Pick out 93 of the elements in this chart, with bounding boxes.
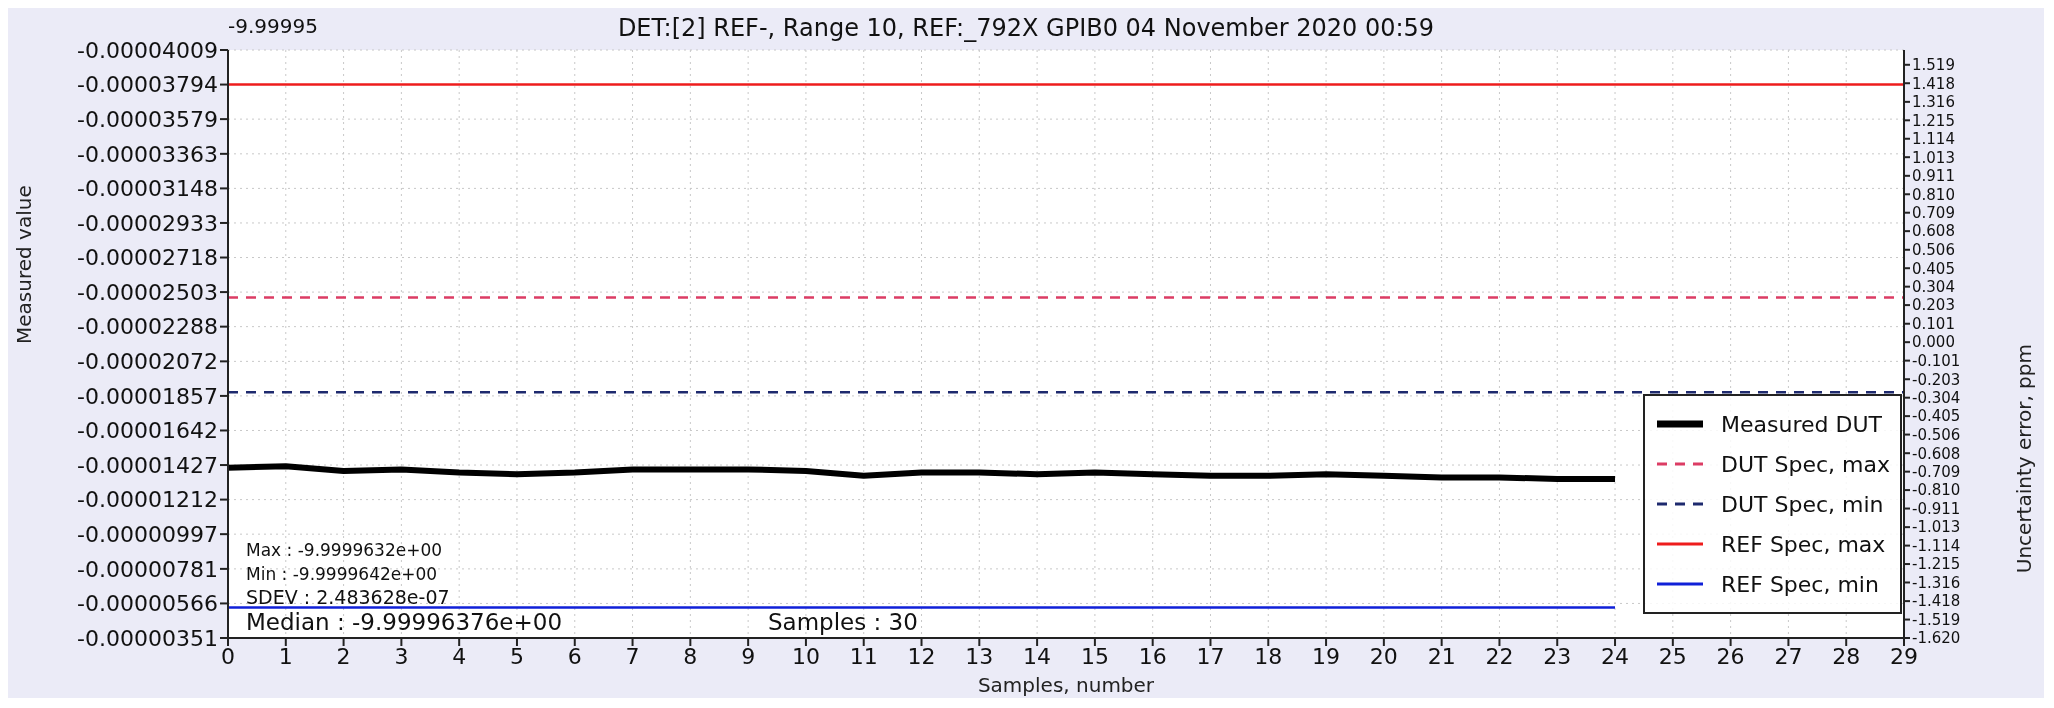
x-tick-label: 8 [683, 643, 698, 669]
y-tick-label: -0.00003148 [77, 176, 218, 202]
legend-label: DUT Spec, min [1721, 491, 1884, 517]
x-tick-label: 27 [1774, 643, 1803, 669]
y-tick-label: -0.00000566 [77, 591, 218, 617]
annotation: Min : -9.9999642e+00 [246, 564, 438, 584]
y2-tick-label: 0.405 [1912, 259, 1955, 278]
y-tick-label: -0.00002072 [77, 349, 218, 375]
x-tick-label: 15 [1080, 643, 1109, 669]
y-tick-label: -0.00001427 [77, 452, 218, 478]
x-tick-label: 24 [1601, 643, 1630, 669]
x-tick-label: 13 [965, 643, 994, 669]
x-axis-title: Samples, number [977, 673, 1155, 697]
x-tick-label: 16 [1138, 643, 1167, 669]
x-tick-label: 10 [791, 643, 820, 669]
x-tick-label: 5 [509, 643, 524, 669]
y2-tick-label: 1.114 [1912, 130, 1955, 149]
x-tick-label: 19 [1312, 643, 1341, 669]
y-tick-label: -0.00000997 [77, 521, 218, 547]
x-tick-label: 28 [1832, 643, 1861, 669]
legend-label: REF Spec, min [1721, 571, 1879, 597]
y2-tick-label: -1.215 [1912, 555, 1961, 574]
y-tick-label: -0.00002718 [77, 245, 218, 271]
y2-tick-label: 0.810 [1912, 185, 1955, 204]
y2-tick-label: -1.316 [1912, 573, 1961, 592]
y2-tick-label: -0.304 [1912, 389, 1961, 408]
x-tick-label: 23 [1543, 643, 1572, 669]
y2-tick-label: 1.519 [1912, 56, 1955, 75]
y2-tick-label: -1.114 [1912, 536, 1961, 555]
y2-tick-label: 1.013 [1912, 148, 1955, 167]
y2-tick-label: 0.203 [1912, 296, 1955, 315]
y2-tick-label: 0.709 [1912, 204, 1955, 223]
x-tick-label: 2 [336, 643, 351, 669]
x-tick-label: 20 [1369, 643, 1398, 669]
y2-tick-label: 0.506 [1912, 241, 1955, 260]
x-tick-label: 9 [741, 643, 756, 669]
y2-tick-label: 0.911 [1912, 167, 1955, 186]
x-tick-label: 14 [1023, 643, 1052, 669]
annotation: Samples : 30 [768, 609, 918, 635]
x-tick-label: 6 [567, 643, 582, 669]
x-tick-label: 18 [1254, 643, 1283, 669]
y2-tick-label: -0.911 [1912, 499, 1961, 518]
y2-tick-label: 1.215 [1912, 111, 1955, 130]
y2-tick-label: 0.101 [1912, 315, 1955, 334]
x-tick-label: 4 [452, 643, 467, 669]
y-tick-label: -0.00002933 [77, 210, 218, 236]
y2-tick-label: -0.608 [1912, 444, 1961, 463]
x-tick-label: 3 [394, 643, 409, 669]
y-tick-label: -0.00003579 [77, 106, 218, 132]
x-tick-label: 22 [1485, 643, 1514, 669]
x-tick-label: 25 [1658, 643, 1687, 669]
y-axis-title: Measured value [12, 185, 37, 344]
y2-tick-label: -0.203 [1912, 370, 1961, 389]
legend-label: REF Spec, max [1721, 531, 1886, 557]
y-tick-label: -0.00001857 [77, 383, 218, 409]
y2-tick-label: 0.608 [1912, 222, 1955, 241]
x-tick-label: 17 [1196, 643, 1225, 669]
x-tick-label: 26 [1716, 643, 1745, 669]
legend-label: DUT Spec, max [1721, 451, 1890, 477]
y2-tick-label: -0.810 [1912, 481, 1961, 500]
y-tick-label: -0.00003794 [77, 72, 218, 98]
chart-title: DET:[2] REF-, Range 10, REF:_792X GPIB0 04 November 2020 00:59 [617, 14, 1435, 42]
y2-tick-label: 1.316 [1912, 93, 1955, 112]
y-tick-label: -0.00000351 [77, 625, 218, 651]
y2-tick-label: -1.013 [1912, 518, 1961, 537]
x-tick-label: 11 [849, 643, 878, 669]
y2-tick-label: -0.405 [1912, 407, 1961, 426]
y2-tick-label: 1.418 [1912, 74, 1955, 93]
y2-tick-label: -0.101 [1912, 351, 1961, 370]
y2-axis-title: Uncertainty error, ppm [2012, 344, 2037, 574]
y-tick-label: -0.00003363 [77, 141, 218, 167]
y-tick-label: -0.00004009 [77, 37, 218, 63]
x-tick-label: 12 [907, 643, 936, 669]
x-tick-label: 1 [278, 643, 293, 669]
y2-tick-label: -0.506 [1912, 425, 1961, 444]
annotation: Median : -9.99996376e+00 [246, 609, 563, 635]
y-tick-label: -0.00001642 [77, 418, 218, 444]
y-tick-label: -0.00002503 [77, 279, 218, 305]
y-tick-label: -0.00001212 [77, 487, 218, 513]
y-tick-label: -0.00000781 [77, 556, 218, 582]
x-tick-label: 0 [221, 643, 235, 669]
y2-tick-label: -1.519 [1912, 610, 1961, 629]
annotation: Max : -9.9999632e+00 [246, 540, 443, 560]
legend-label: Measured DUT [1721, 411, 1882, 437]
y2-tick-label: 0.304 [1912, 277, 1955, 296]
y2-tick-label: -0.709 [1912, 462, 1961, 481]
y2-tick-label: 0.000 [1912, 333, 1955, 352]
text: -9.99995 [228, 14, 318, 38]
y2-tick-label: -1.418 [1912, 592, 1961, 611]
x-tick-label: 21 [1427, 643, 1456, 669]
x-tick-label: 7 [625, 643, 640, 669]
y-tick-label: -0.00002288 [77, 314, 218, 340]
annotation: SDEV : 2.483628e-07 [246, 586, 450, 608]
